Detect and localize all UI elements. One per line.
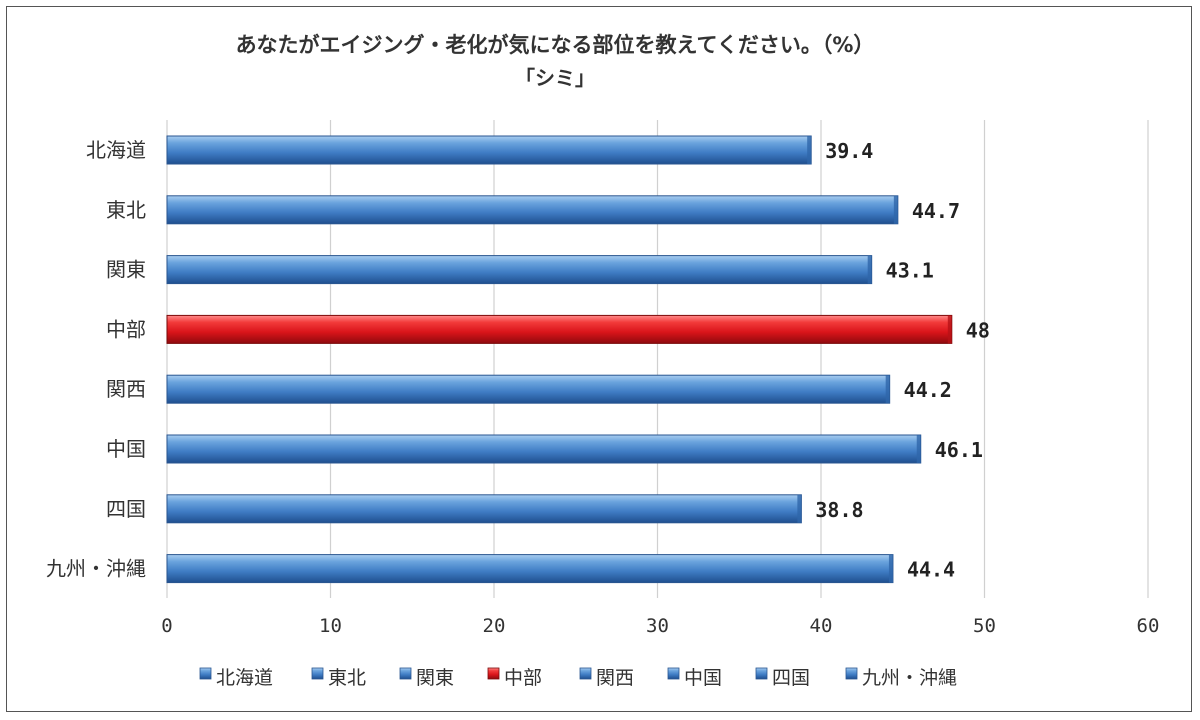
legend-label: 関西 (596, 667, 634, 689)
data-label: 44.2 (904, 378, 952, 402)
legend-label: 中部 (504, 667, 542, 689)
category-label: 関東 (106, 258, 146, 282)
category-label: 中国 (106, 437, 146, 461)
tick-label: 50 (973, 615, 996, 637)
bars (166, 135, 953, 584)
category-label: 東北 (106, 198, 146, 222)
legend-label: 九州・沖縄 (862, 667, 957, 689)
data-labels: 39.4 44.7 43.1 48 44.2 46.1 38.8 44.4 (815, 139, 990, 582)
bar-end-cap (916, 435, 921, 463)
category-label: 九州・沖縄 (46, 557, 146, 581)
bar (166, 195, 899, 225)
bar-end-cap (807, 136, 812, 164)
legend-item: 関東 (399, 667, 454, 689)
chart-subtitle: 「シミ」 (515, 66, 595, 90)
legend-swatch (199, 667, 212, 680)
tick-label: 10 (319, 615, 342, 637)
tick-label: 60 (1137, 615, 1160, 637)
bar-end-cap (947, 315, 952, 344)
category-label: 関西 (106, 377, 146, 401)
data-label: 43.1 (886, 259, 934, 283)
category-label: 四国 (106, 497, 146, 521)
legend-label: 中国 (684, 667, 722, 689)
data-label: 38.8 (815, 498, 863, 522)
chart-title: あなたがエイジング・老化が気になる部位を教えてください。（%） (236, 33, 875, 57)
bar (166, 554, 894, 584)
bar-rect (166, 554, 894, 584)
bar-end-cap (885, 375, 890, 404)
bar (166, 494, 802, 524)
data-label: 46.1 (935, 438, 983, 462)
legend-item: 中部 (487, 667, 542, 689)
legend-item: 中国 (667, 667, 722, 689)
category-label: 北海道 (86, 138, 146, 162)
legend-swatch (487, 667, 500, 680)
legend-label: 東北 (328, 667, 366, 689)
legend-swatch (755, 667, 768, 680)
legend-item: 九州・沖縄 (845, 667, 957, 689)
legend-item: 北海道 (199, 667, 273, 689)
bar-end-cap (893, 195, 898, 224)
tick-label: 30 (646, 615, 669, 637)
bar-rect (166, 374, 891, 404)
data-label: 48 (966, 318, 990, 342)
tick-label: 0 (161, 615, 172, 637)
bar-end-cap (867, 255, 872, 284)
legend-swatch (667, 667, 680, 680)
chart-frame (6, 6, 1192, 712)
legend-swatch (399, 667, 412, 680)
legend-swatch (579, 667, 592, 680)
bar (166, 314, 953, 344)
data-label: 44.7 (912, 199, 960, 223)
bar (166, 135, 812, 165)
bar-end-cap (888, 554, 893, 583)
legend-label: 四国 (772, 667, 810, 689)
tick-labels: 0 10 20 30 40 50 60 (161, 615, 1159, 637)
tick-label: 40 (810, 615, 833, 637)
legend-label: 関東 (416, 667, 454, 689)
legend: 北海道 東北 関東 中部 関西 中国 四国 九州・沖縄 (199, 667, 957, 689)
legend-item: 東北 (311, 667, 366, 689)
bar (166, 434, 922, 464)
legend-item: 関西 (579, 667, 634, 689)
bar-rect (166, 135, 812, 165)
bar (166, 374, 891, 404)
bar-rect (166, 434, 922, 464)
data-label: 39.4 (825, 139, 873, 163)
legend-item: 四国 (755, 667, 810, 689)
data-label: 44.4 (907, 558, 955, 582)
bar-end-cap (797, 494, 802, 523)
category-label: 中部 (106, 317, 146, 341)
bar-rect (166, 314, 953, 344)
bar-rect (166, 494, 802, 524)
legend-swatch (311, 667, 324, 680)
bar-rect (166, 255, 873, 285)
legend-swatch (845, 667, 858, 680)
gridlines (166, 120, 1149, 598)
tick-label: 20 (483, 615, 506, 637)
bar (166, 255, 873, 285)
bar-rect (166, 195, 899, 225)
legend-label: 北海道 (216, 667, 273, 689)
